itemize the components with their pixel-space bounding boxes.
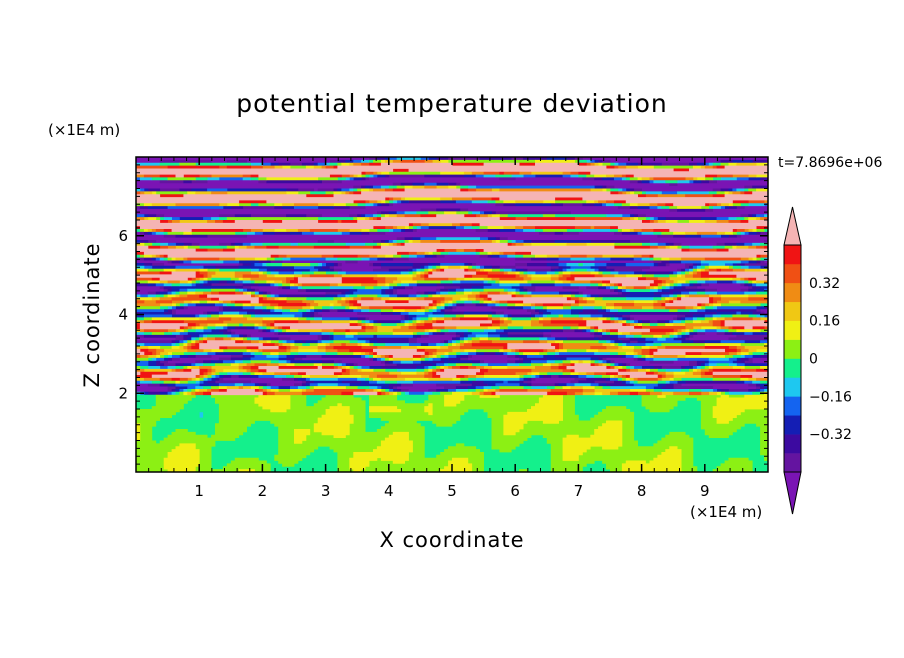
colorbar-swatch [784, 263, 801, 284]
x-tick-label: 5 [447, 482, 457, 500]
colorbar-tick-label: 0.32 [809, 276, 840, 292]
colorbar-tick-label: −0.16 [809, 389, 852, 405]
contour-band [136, 159, 768, 472]
x-tick-label: 4 [384, 482, 394, 500]
z-axis: 2 4 6 [118, 164, 768, 465]
colorbar-swatch [784, 415, 801, 435]
contour-band [136, 159, 768, 396]
x-tick-label: 2 [258, 482, 268, 500]
colorbar-tick-label: 0 [809, 352, 818, 368]
colorbar-swatch [784, 301, 801, 321]
x-tick-label: 8 [637, 482, 647, 500]
x-tick-label: 7 [574, 482, 584, 500]
colorbar-swatch [784, 358, 801, 378]
x-unit-label: (×1E4 m) [690, 503, 762, 521]
colorbar-min-extend [783, 471, 802, 515]
contour-band [136, 159, 768, 472]
z-unit-label: (×1E4 m) [48, 121, 120, 139]
contour-band [136, 157, 768, 393]
time-label: t=7.8696e+06 [778, 155, 882, 171]
colorbar-tick-label: 0.16 [809, 314, 840, 330]
z-tick-label: 4 [118, 306, 128, 324]
colorbar-max-extend [783, 206, 802, 246]
x-tick-label: 9 [700, 482, 710, 500]
colorbar-swatch [784, 396, 801, 416]
colorbar-swatch [784, 245, 801, 265]
x-tick-label: 6 [510, 482, 520, 500]
z-tick-label: 6 [118, 227, 128, 245]
contour-field [136, 157, 768, 472]
colorbar-swatch [784, 434, 801, 454]
colorbar: 0.32 0.16 0 −0.16 −0.32 [783, 206, 852, 515]
x-tick-label: 1 [194, 482, 204, 500]
x-axis: 1 2 3 4 5 6 7 8 9 [148, 157, 769, 500]
colorbar-tick-label: −0.32 [809, 427, 852, 443]
contour-band [136, 157, 768, 396]
colorbar-swatch [784, 320, 801, 340]
x-tick-label: 3 [321, 482, 331, 500]
x-axis-label: X coordinate [379, 528, 524, 552]
colorbar-swatch [784, 282, 801, 303]
colorbar-swatch [784, 377, 801, 397]
colorbar-frame [783, 244, 802, 473]
colorbar-swatch [784, 453, 801, 473]
z-axis-label: Z coordinate [80, 242, 104, 387]
z-tick-label: 2 [118, 384, 128, 402]
contour-band [136, 157, 768, 393]
chart-title: potential temperature deviation [236, 89, 667, 118]
colorbar-swatch [784, 339, 801, 359]
contour-band [136, 162, 768, 396]
